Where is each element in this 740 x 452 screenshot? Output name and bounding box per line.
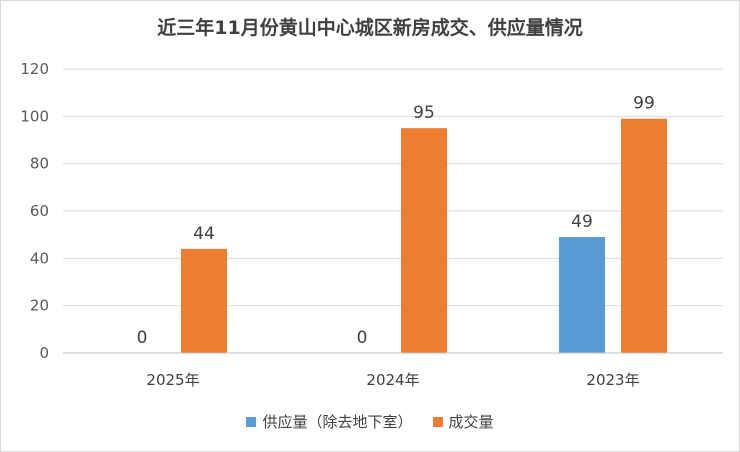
x-tick-label: 2025年 (146, 371, 199, 389)
legend-item-supply: 供应量（除去地下室） (246, 411, 413, 432)
legend: 供应量（除去地下室） 成交量 (1, 411, 739, 432)
x-tick-label: 2023年 (586, 371, 639, 389)
chart-title: 近三年11月份黄山中心城区新房成交、供应量情况 (157, 17, 583, 39)
legend-label-deals: 成交量 (448, 413, 494, 431)
y-tick-label: 120 (20, 60, 49, 78)
bar-deals-1 (401, 128, 447, 353)
data-label: 95 (413, 103, 435, 123)
x-tick-label: 2024年 (366, 371, 419, 389)
legend-swatch-supply (246, 416, 257, 427)
bar-supply-2 (559, 237, 605, 353)
data-label: 44 (193, 224, 215, 244)
legend-label-supply: 供应量（除去地下室） (262, 413, 413, 431)
y-tick-label: 20 (30, 297, 49, 315)
data-label: 0 (137, 328, 148, 348)
bar-deals-0 (181, 248, 227, 353)
y-tick-label: 100 (20, 107, 49, 125)
y-tick-label: 80 (30, 155, 49, 173)
data-label: 99 (633, 94, 655, 114)
data-label: 49 (571, 212, 593, 232)
data-label: 0 (357, 328, 368, 348)
y-tick-label: 40 (30, 249, 49, 267)
legend-item-deals: 成交量 (432, 411, 494, 432)
bar-deals-2 (621, 118, 667, 353)
y-tick-label: 0 (39, 344, 49, 362)
legend-swatch-deals (432, 416, 443, 427)
y-tick-label: 60 (30, 202, 49, 220)
